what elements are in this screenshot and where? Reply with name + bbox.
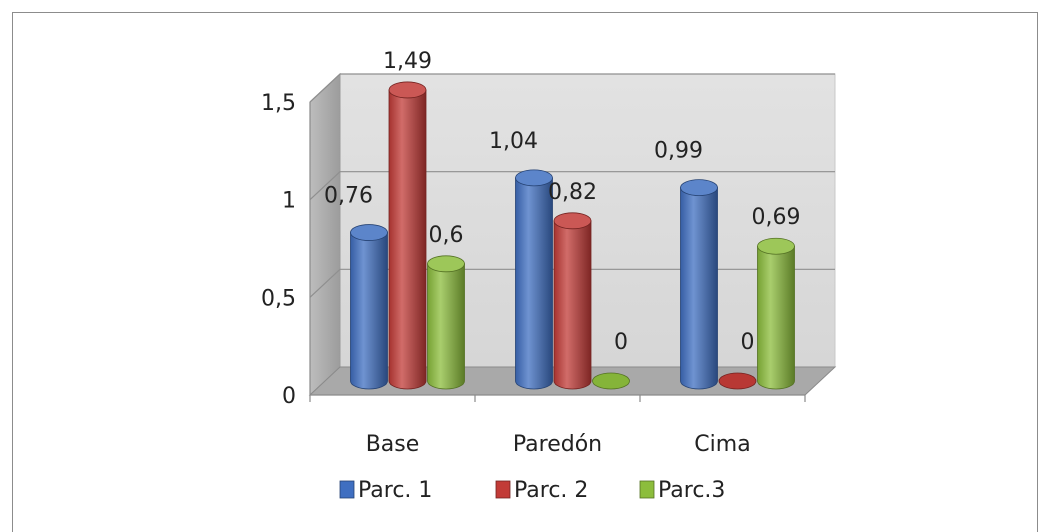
- data-label: 0,69: [752, 205, 801, 230]
- bar-body: [388, 89, 427, 390]
- bar-top: [718, 372, 757, 390]
- bar-top: [680, 179, 718, 197]
- legend-item: Parc. 2: [495, 478, 588, 503]
- bar-body: [757, 245, 795, 390]
- bar-body: [680, 187, 718, 390]
- legend: Parc. 1 Parc. 2 Parc.3: [339, 478, 725, 503]
- gridline: [309, 268, 835, 298]
- bar-body: [427, 263, 465, 390]
- bar-top: [427, 255, 465, 273]
- data-label: 0,6: [429, 223, 464, 248]
- y-tick-label: 0: [282, 384, 296, 409]
- legend-label: Parc.3: [658, 478, 725, 503]
- bar-body: [350, 232, 388, 390]
- y-tick-label: 0,5: [261, 286, 296, 311]
- legend-item: Parc. 1: [339, 478, 432, 503]
- x-category-label: Base: [366, 432, 420, 457]
- legend-swatch: [339, 480, 355, 499]
- bar-parc2-2: [718, 372, 757, 390]
- x-category-label: Cima: [694, 432, 750, 457]
- legend-swatch: [639, 480, 655, 499]
- bar-top: [388, 81, 427, 99]
- bar-parc2-0: [388, 81, 427, 390]
- bar-parc3-2: [757, 237, 795, 390]
- bar-top: [592, 372, 630, 390]
- gridline: [309, 73, 835, 103]
- bar-top: [515, 169, 553, 187]
- legend-swatch: [495, 480, 511, 499]
- x-category-label: Paredón: [513, 432, 602, 457]
- legend-item: Parc.3: [639, 478, 725, 503]
- data-label: 0,76: [324, 184, 373, 209]
- gridline: [309, 171, 835, 201]
- bar-parc3-1: [592, 372, 630, 390]
- bar-parc1-0: [350, 224, 388, 390]
- bar-top: [757, 237, 795, 255]
- bar-body: [553, 220, 592, 390]
- y-tick-label: 1,5: [261, 91, 296, 116]
- legend-label: Parc. 1: [358, 478, 432, 503]
- bar-body: [515, 177, 553, 390]
- bar-parc1-2: [680, 179, 718, 390]
- legend-label: Parc. 2: [514, 478, 588, 503]
- data-label: 1,49: [383, 49, 432, 74]
- y-tick-label: 1: [282, 189, 296, 214]
- bar-top: [553, 212, 592, 230]
- data-label: 0: [741, 330, 755, 355]
- data-label: 1,04: [489, 129, 538, 154]
- data-label: 0: [614, 330, 628, 355]
- axes: 0 0,5 1 1,5 Base Paredón Cima: [261, 91, 806, 457]
- bars: [350, 81, 795, 390]
- bar-parc3-0: [427, 255, 465, 390]
- bar-parc1-1: [515, 169, 553, 390]
- side-wall: [309, 72, 341, 397]
- bar-parc2-1: [553, 212, 592, 390]
- data-label: 0,99: [654, 139, 703, 164]
- gridlines: [309, 73, 835, 298]
- bar-top: [350, 224, 388, 241]
- data-labels: 0,76 1,49 0,6 1,04 0,82 0 0,99 0 0,69: [324, 49, 800, 355]
- data-label: 0,82: [548, 180, 597, 205]
